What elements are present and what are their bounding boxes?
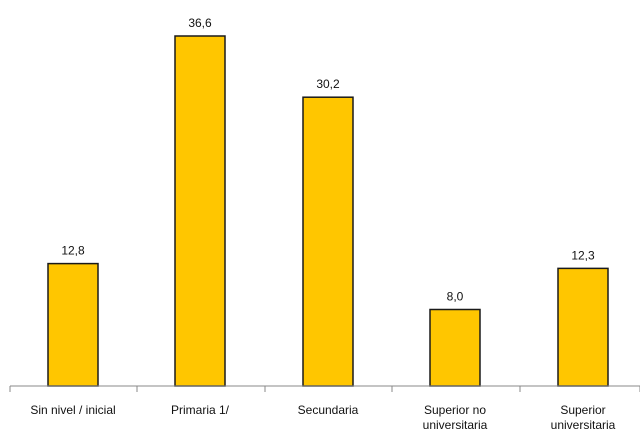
x-tick-label-1: Primaria 1/	[171, 403, 230, 417]
x-tick-label-line: Primaria 1/	[171, 403, 230, 417]
x-tick-label-line: Superior	[560, 403, 605, 417]
value-label-4: 12,3	[571, 248, 595, 262]
x-axis-ticks	[9, 386, 640, 392]
value-label-2: 30,2	[316, 77, 340, 91]
value-label-0: 12,8	[61, 244, 85, 258]
x-tick-label-line: universitaria	[423, 418, 488, 432]
x-tick-label-line: Sin nivel / inicial	[30, 403, 115, 417]
x-tick-label-4: Superior universitaria	[551, 403, 616, 432]
bar-2	[302, 96, 354, 387]
bars-group	[47, 35, 609, 387]
bar-0	[47, 262, 99, 387]
x-tick-label-0: Sin nivel / inicial	[30, 403, 115, 417]
value-label-3: 8,0	[447, 289, 464, 303]
value-label-1: 36,6	[188, 16, 212, 30]
bar-4	[557, 267, 609, 387]
value-labels-group: 12,8 36,6 30,2 8,0 12,3	[61, 16, 595, 303]
bar-1	[174, 35, 226, 387]
x-tick-label-3: Superior no universitaria	[423, 403, 488, 432]
x-axis-tick-labels: Sin nivel / inicial Primaria 1/Secundaria…	[30, 403, 615, 432]
x-tick-label-line: universitaria	[551, 418, 616, 432]
x-tick-label-2: Secundaria	[298, 403, 359, 417]
bar-3	[429, 308, 481, 387]
x-tick-label-line: Superior no	[424, 403, 486, 417]
x-tick-label-line: Secundaria	[298, 403, 359, 417]
